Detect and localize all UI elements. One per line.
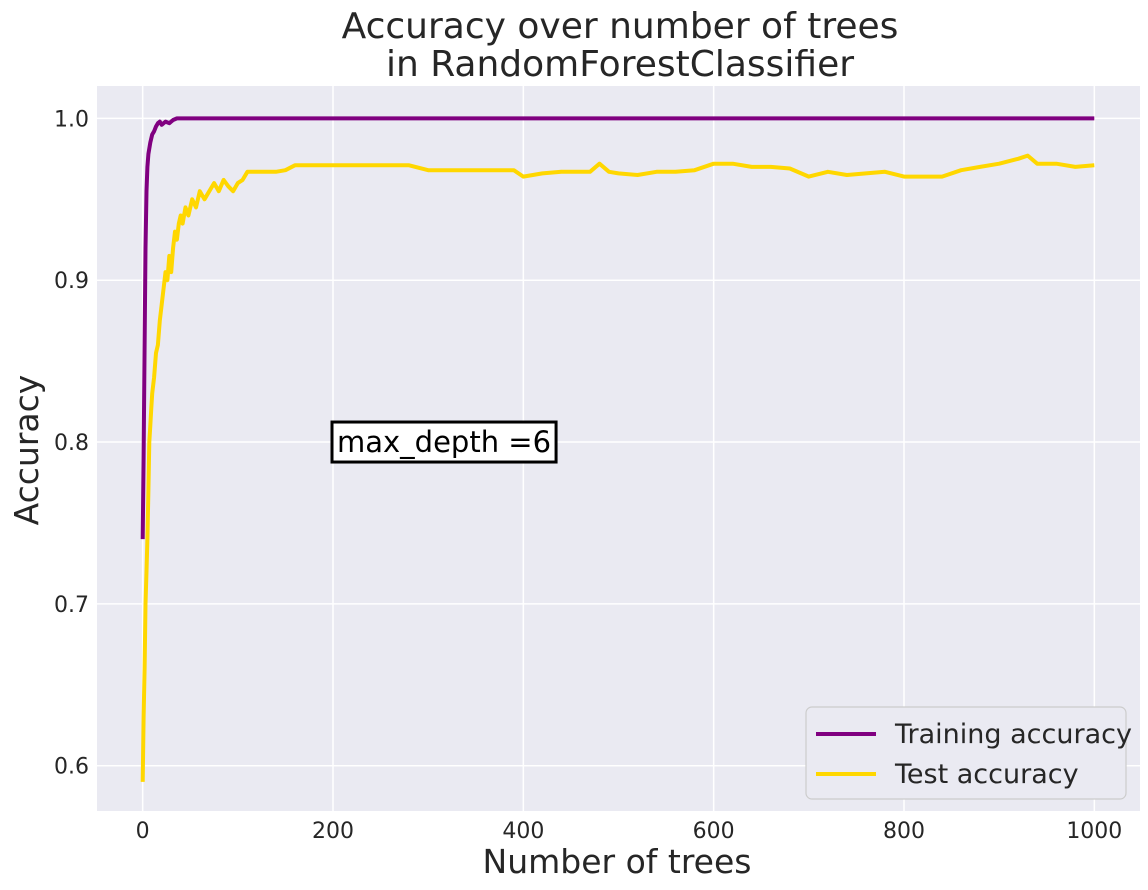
- series-lines: [140, 116, 1095, 782]
- annotation-frame: [330, 420, 558, 464]
- legend: Training accuracy Test accuracy: [805, 706, 1132, 800]
- y-tick-label: 0.7: [54, 593, 89, 618]
- plot-area: [97, 86, 1140, 811]
- x-tick-label: 0: [136, 819, 150, 844]
- annotation-label: max_depth =6: [337, 425, 551, 459]
- chart-title-line-2: in RandomForestClassifier: [386, 44, 854, 85]
- y-tick-label: 1.0: [54, 107, 89, 132]
- tick-labels: 0 200 400 600 800 1000 0.6 0.7 0.8 0.9 1.0: [54, 107, 1122, 844]
- x-tick-label: 800: [883, 819, 925, 844]
- y-axis-label: Accuracy: [7, 375, 46, 526]
- x-tick-label: 1000: [1066, 819, 1122, 844]
- y-tick-label: 0.8: [54, 431, 89, 456]
- legend-label-test: Test accuracy: [894, 759, 1079, 790]
- annotation-box: max_depth =6: [330, 420, 558, 464]
- legend-frame: [805, 706, 1127, 800]
- y-tick-label: 0.9: [54, 269, 89, 294]
- series-line-training-accuracy: [140, 116, 1095, 540]
- legend-label-training: Training accuracy: [894, 719, 1132, 750]
- y-tick-label: 0.6: [54, 755, 89, 780]
- x-tick-label: 200: [312, 819, 354, 844]
- x-tick-label: 600: [693, 819, 735, 844]
- chart-title-line-1: Accuracy over number of trees: [342, 6, 899, 47]
- series-line-test-accuracy: [140, 153, 1095, 782]
- x-axis-label: Number of trees: [483, 842, 752, 881]
- x-tick-label: 400: [502, 819, 544, 844]
